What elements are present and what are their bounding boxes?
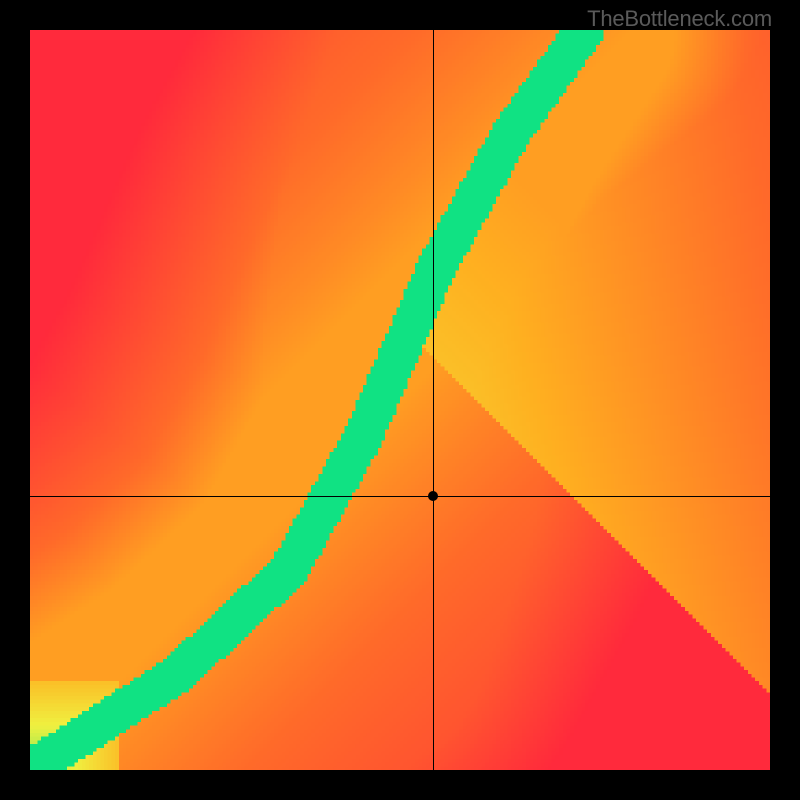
crosshair-horizontal xyxy=(30,496,770,497)
crosshair-marker xyxy=(428,491,438,501)
watermark-label: TheBottleneck.com xyxy=(587,6,772,32)
crosshair-vertical xyxy=(433,30,434,770)
plot-area xyxy=(30,30,770,770)
bottleneck-heatmap xyxy=(30,30,770,770)
